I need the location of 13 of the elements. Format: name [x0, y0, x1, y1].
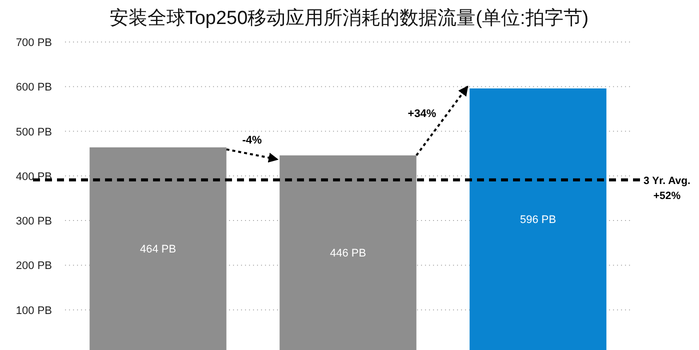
y-tick-label: 600 PB [16, 82, 52, 94]
data-label: 464 PB [140, 244, 176, 256]
data-label: 446 PB [330, 248, 366, 260]
y-tick-label: 200 PB [16, 260, 52, 272]
chart-title: 安装全球Top250移动应用所消耗的数据流量(单位:拍字节) [109, 7, 589, 29]
data-label: 596 PB [520, 214, 556, 226]
y-tick-label: 100 PB [16, 304, 52, 317]
annotation: -4% [242, 134, 262, 146]
ref-line-label: 3 Yr. Avg. +52% [644, 174, 691, 202]
y-tick-label: 300 PB [16, 216, 52, 228]
y-tick-label: 500 PB [16, 126, 52, 138]
y-tick-label: 700 PB [16, 37, 52, 49]
annotation: +34% [408, 108, 436, 120]
